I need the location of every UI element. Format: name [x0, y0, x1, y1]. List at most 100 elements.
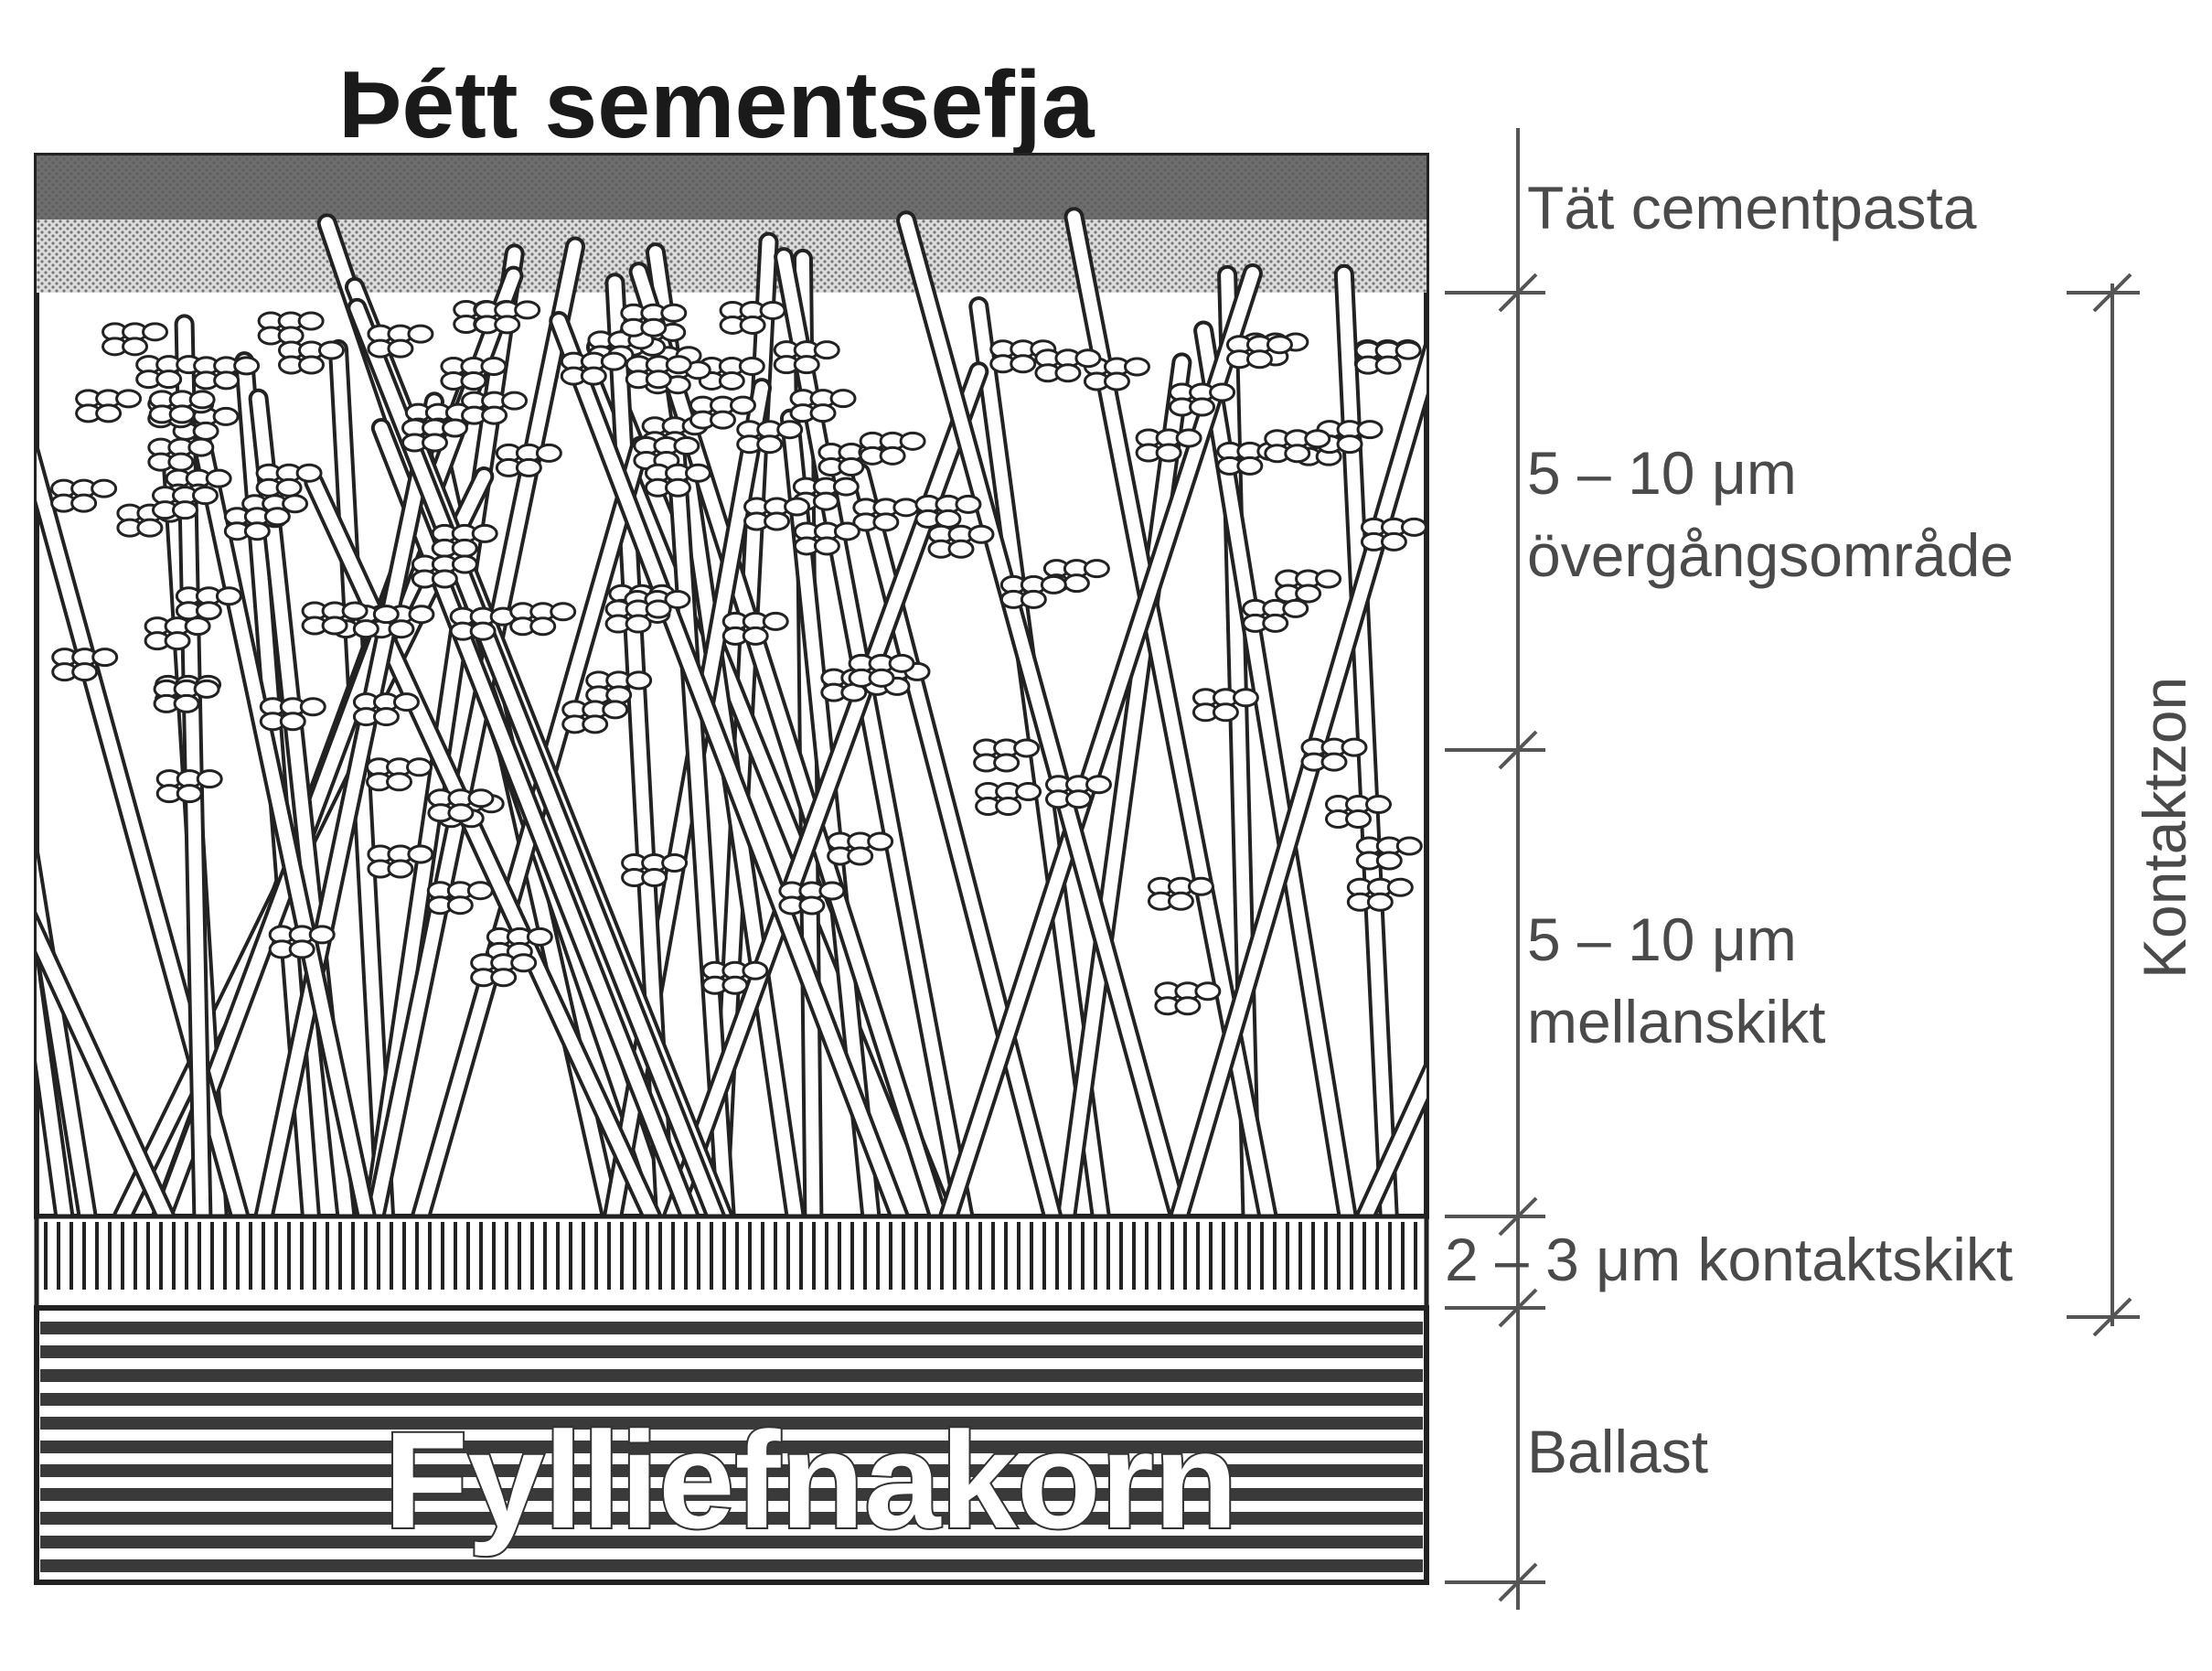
grain-cluster [1191, 688, 1259, 723]
grain-cluster [50, 478, 118, 513]
ballast-stripe [40, 1488, 1423, 1501]
crystal-needle [365, 236, 586, 1216]
grain-cluster [257, 311, 325, 346]
grain-cluster [625, 355, 692, 390]
crystal-needle [37, 911, 176, 1216]
grain-cluster [1083, 357, 1150, 391]
grain-cluster [1354, 340, 1422, 375]
grain-cluster [698, 356, 765, 391]
grain-cluster [975, 782, 1042, 817]
grain-cluster [1135, 428, 1202, 463]
grain-cluster [1324, 795, 1392, 830]
grain-cluster [778, 881, 846, 916]
grain-cluster [151, 486, 219, 520]
crystal-needle [304, 472, 662, 1216]
grain-cluster [255, 463, 323, 498]
grain-cluster [859, 431, 926, 466]
grain-cluster [848, 653, 915, 688]
crystal-needle [188, 417, 377, 1216]
grain-cluster [719, 300, 786, 335]
grain-cluster [633, 435, 700, 470]
ballast-stripe [40, 1322, 1423, 1334]
ballast-stripe [40, 1369, 1423, 1382]
crystal-needle [37, 938, 75, 1216]
grain-cluster [1034, 348, 1102, 383]
grain-cluster [721, 611, 789, 646]
label-contact-layer: 2 – 3 μm kontaktskikt [1445, 1226, 2013, 1293]
grain-cluster [509, 602, 577, 637]
grain-cluster [401, 418, 468, 453]
ballast-stripe [40, 1559, 1423, 1572]
grain-cluster [999, 574, 1067, 609]
grain-cluster [175, 586, 242, 621]
ballast-stripe [40, 1464, 1423, 1477]
grain-cluster [827, 831, 894, 866]
grain-cluster [1264, 429, 1331, 464]
crystal-needle [549, 311, 910, 1216]
dimension-scale [1445, 128, 1545, 1610]
crystal-needles [37, 207, 1427, 1216]
grain-cluster [144, 616, 211, 651]
crystal-needle [1169, 334, 1427, 1216]
grain-clusters [50, 300, 1427, 1016]
ballast-stripe [40, 1536, 1423, 1548]
grain-cluster [366, 757, 433, 792]
grain-cluster [367, 844, 434, 879]
grain-cluster [148, 390, 216, 424]
ballast-label: Fylliefnakorn [384, 1403, 1238, 1557]
crystal-needle [1193, 320, 1358, 1216]
grain-cluster [449, 606, 517, 641]
grain-cluster [789, 389, 857, 423]
ballast-stripe [40, 1512, 1423, 1525]
grain-cluster [852, 498, 920, 532]
grain-cluster [259, 697, 326, 732]
label-transition-size: 5 – 10 μm [1527, 439, 1797, 507]
grain-cluster [102, 322, 169, 357]
crystal-needle [1355, 1058, 1427, 1216]
grain-cluster [1044, 775, 1112, 809]
grain-cluster [1242, 598, 1309, 633]
grain-cluster [1147, 876, 1214, 911]
grain-cluster [470, 953, 538, 988]
grain-cluster [440, 357, 508, 391]
grain-cluster [155, 769, 223, 804]
crystal-needle [253, 391, 444, 1216]
grain-cluster [51, 648, 119, 682]
grain-cluster [223, 507, 291, 541]
grain-cluster [1300, 737, 1368, 772]
grain-cluster [277, 340, 345, 375]
contact-zone-bracket [2067, 273, 2140, 1337]
grain-cluster [604, 599, 672, 634]
ballast-stripe [40, 1393, 1423, 1406]
grain-cluster [585, 670, 653, 705]
grain-cluster [793, 521, 860, 556]
ballast-stripe [40, 1441, 1423, 1453]
grain-cluster [1355, 836, 1423, 871]
grain-cluster [367, 324, 434, 359]
grain-cluster [792, 477, 860, 511]
label-transition-name: övergångsområde [1527, 521, 2014, 589]
grain-cluster [75, 389, 143, 423]
grain-cluster [1275, 569, 1342, 604]
contact-layer [34, 1214, 1429, 1311]
label-ballast: Ballast [1527, 1418, 1708, 1485]
label-contact-zone: Kontaktzon [2131, 677, 2198, 979]
grain-cluster [644, 463, 711, 498]
grain-cluster [736, 420, 804, 455]
grain-cluster [147, 437, 215, 472]
grain-cluster [426, 881, 494, 916]
grain-cluster [973, 738, 1041, 773]
grain-cluster [1216, 441, 1284, 476]
grain-cluster [914, 494, 982, 529]
grain-cluster [1360, 517, 1427, 552]
grain-cluster [153, 679, 220, 713]
grain-cluster [1225, 335, 1293, 370]
crystal-needle [347, 297, 726, 1216]
grain-cluster [193, 356, 261, 391]
grain-cluster [621, 852, 689, 887]
diagram-title: Þétt sementsefja [338, 52, 1095, 158]
ballast-aggregate: Fylliefnakorn [34, 1305, 1429, 1585]
grain-cluster [743, 497, 811, 531]
crystal-needle [37, 834, 98, 1216]
